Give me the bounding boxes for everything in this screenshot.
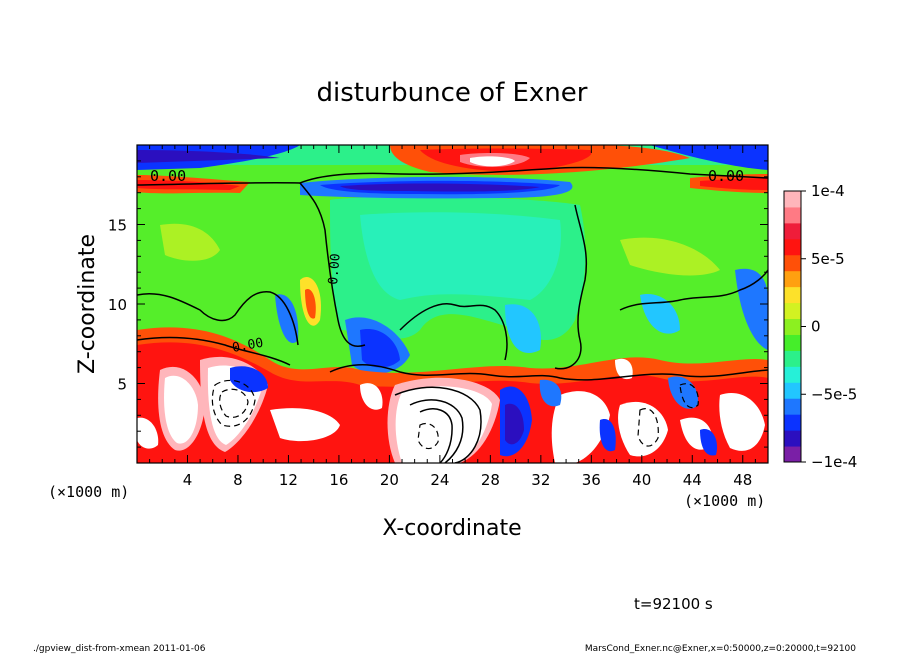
x-tick-label: 32: [531, 471, 550, 489]
y-axis-ticks: 5 10 15: [108, 160, 768, 448]
y-tick-label: 5: [117, 376, 127, 394]
x-tick-label: 4: [183, 471, 193, 489]
colorbar-tick-label: 5e-5: [811, 250, 845, 268]
colorbar-tick-label: 0: [811, 318, 821, 336]
colorbar: [783, 190, 802, 463]
footer-left: ./gpview_dist-from-xmean 2011-01-06: [33, 644, 206, 654]
colorbar-segment: [784, 414, 801, 431]
colorbar-segment: [784, 254, 801, 272]
colorbar-tick-label: −1e-4: [811, 453, 857, 471]
colorbar-segment: [784, 430, 801, 447]
x-tick-label: 40: [632, 471, 651, 489]
plot-area: 0.00 0.00 0.00 0.00: [137, 145, 768, 463]
y-axis-label: Z-coordinate: [75, 234, 100, 374]
negative-contours: [211, 379, 699, 450]
colorbar-segment: [784, 398, 801, 415]
colorbar-segment: [784, 446, 801, 463]
colorbar-segment: [784, 206, 801, 224]
x-axis-unit-right: (×1000 m): [684, 492, 765, 510]
colorbar-segment: [784, 318, 801, 335]
colorbar-segment: [784, 238, 801, 256]
x-tick-label: 16: [329, 471, 348, 489]
colorbar-segment: [784, 350, 801, 367]
x-axis-label: X-coordinate: [382, 516, 521, 541]
time-annotation: t=92100 s: [634, 595, 713, 613]
footer-right: MarsCond_Exner.nc@Exner,x=0:50000,z=0:20…: [585, 644, 856, 654]
colorbar-segment: [784, 191, 801, 208]
colorbar-segment: [784, 302, 801, 320]
x-tick-label: 44: [683, 471, 702, 489]
x-tick-label: 28: [481, 471, 500, 489]
colorbar-segment: [784, 366, 801, 383]
x-tick-label: 24: [430, 471, 449, 489]
x-tick-label: 20: [380, 471, 399, 489]
contour-label: 0.00: [708, 167, 744, 185]
colorbar-segment: [784, 286, 801, 304]
colorbar-segment: [784, 222, 801, 240]
contour-label: 0.00: [326, 253, 344, 286]
x-axis-unit: (×1000 m): [48, 483, 129, 501]
y-tick-label: 10: [108, 296, 127, 314]
x-axis-ticks: 4 8 12 16 20 24 28 32 36 40 44 48: [149, 145, 756, 489]
contour-label: 0.00: [231, 336, 264, 356]
contour-lines: [137, 166, 768, 463]
x-tick-label: 12: [279, 471, 298, 489]
chart-title: disturbunce of Exner: [317, 78, 588, 108]
contour-label: 0.00: [150, 167, 186, 185]
colorbar-tick-label: −5e-5: [811, 385, 857, 403]
colorbar-ticks: 1e-4 5e-5 0 −5e-5 −1e-4: [801, 182, 857, 471]
x-tick-label: 48: [733, 471, 752, 489]
colorbar-segment: [784, 382, 801, 399]
x-tick-label: 36: [582, 471, 601, 489]
x-tick-label: 8: [233, 471, 243, 489]
colorbar-segment: [784, 270, 801, 288]
colorbar-tick-label: 1e-4: [811, 182, 845, 200]
colorbar-segment: [784, 334, 801, 351]
y-tick-label: 15: [108, 217, 127, 235]
